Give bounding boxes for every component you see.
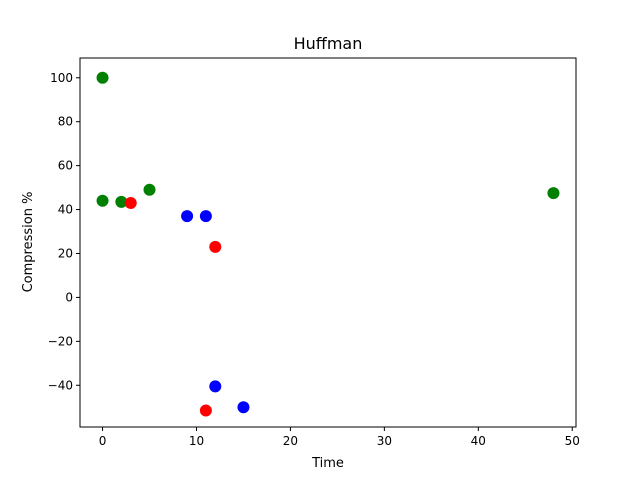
x-tick-label: 40 (471, 434, 486, 448)
chart-title: Huffman (294, 34, 363, 53)
y-axis-label: Compression % (21, 192, 36, 293)
data-point (181, 210, 194, 223)
y-tick-label: 100 (50, 71, 73, 85)
data-point (115, 195, 128, 208)
plot-frame (79, 57, 577, 428)
x-tick-label: 30 (377, 434, 392, 448)
y-tick-label: −40 (48, 378, 73, 392)
y-tick-label: 20 (58, 246, 73, 260)
data-point (143, 183, 156, 196)
data-points (96, 71, 560, 417)
data-point (209, 380, 222, 393)
data-point (199, 404, 212, 417)
y-tick-label: 60 (58, 159, 73, 173)
x-tick-label: 20 (283, 434, 298, 448)
data-point (209, 240, 222, 253)
y-tick-label: 80 (58, 115, 73, 129)
axis-ticks: 0 10 20 30 40 50 −40 −20 0 20 40 60 80 100 (48, 71, 580, 448)
x-tick-label: 10 (189, 434, 204, 448)
data-point (199, 210, 212, 223)
data-point (547, 187, 560, 200)
y-tick-label: 40 (58, 203, 73, 217)
x-tick-label: 0 (99, 434, 107, 448)
data-point (237, 401, 250, 414)
x-tick-label: 50 (565, 434, 580, 448)
y-tick-label: −20 (48, 334, 73, 348)
x-axis-label: Time (311, 456, 344, 471)
data-point (124, 196, 137, 209)
data-point (96, 71, 109, 84)
data-point (96, 194, 109, 207)
y-tick-label: 0 (65, 290, 73, 304)
